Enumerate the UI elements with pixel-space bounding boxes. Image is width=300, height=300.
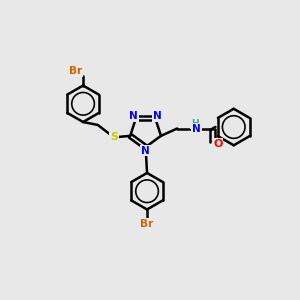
Text: H: H xyxy=(191,119,199,128)
Text: Br: Br xyxy=(69,66,82,76)
Text: N: N xyxy=(192,124,201,134)
Text: N: N xyxy=(129,111,138,121)
Text: Br: Br xyxy=(140,219,154,229)
Text: N: N xyxy=(153,111,162,121)
Text: N: N xyxy=(141,146,150,156)
Text: S: S xyxy=(110,132,118,142)
Text: O: O xyxy=(213,139,223,149)
